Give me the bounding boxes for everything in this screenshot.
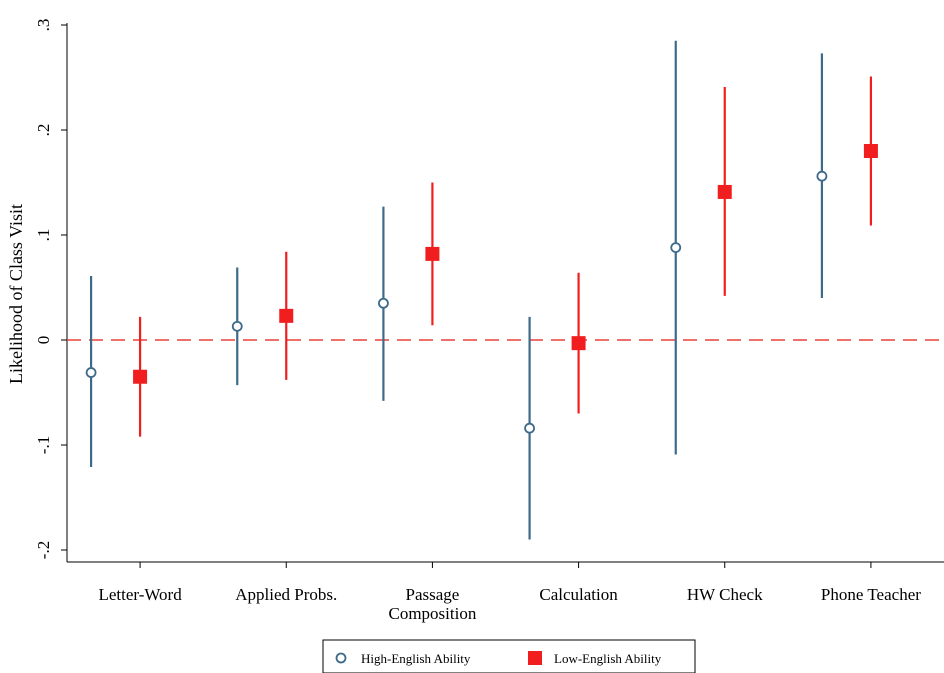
x-tick-label: HW Check xyxy=(687,585,763,604)
y-tick-label: -.2 xyxy=(34,541,53,559)
legend-marker-square xyxy=(528,651,542,665)
y-tick-label: .1 xyxy=(34,229,53,242)
x-tick-label: Phone Teacher xyxy=(821,585,921,604)
legend-label: High-English Ability xyxy=(361,651,471,666)
point-marker xyxy=(378,297,389,309)
y-tick-label: -.1 xyxy=(34,436,53,454)
x-tick-label: Letter-Word xyxy=(98,585,182,604)
x-tick-label: Passage xyxy=(406,585,460,604)
point-marker xyxy=(231,320,243,332)
legend-marker-circle xyxy=(335,652,347,664)
legend-box xyxy=(322,639,696,673)
legend-label: Low-English Ability xyxy=(554,651,662,666)
point-marker xyxy=(571,336,586,351)
point-marker xyxy=(717,184,732,199)
y-tick-label: 0 xyxy=(34,336,53,345)
point-marker xyxy=(524,422,535,434)
point-marker xyxy=(670,242,682,254)
legend: High-English Ability Low-English Ability xyxy=(322,639,696,673)
y-axis-title: Likelihood of Class Visit xyxy=(6,204,26,384)
point-marker xyxy=(816,170,828,182)
point-marker xyxy=(279,308,294,323)
point-marker xyxy=(85,367,97,378)
y-tick-label: .3 xyxy=(34,19,53,32)
point-marker xyxy=(133,369,148,384)
point-marker xyxy=(863,144,878,158)
x-tick-label: Calculation xyxy=(539,585,618,604)
y-tick-label: .2 xyxy=(34,124,53,137)
axes: -.2 -.1 0 .1 .2 .3 Letter-Word Applied Probs. Pa… xyxy=(34,19,944,623)
x-tick-label: Applied Probs. xyxy=(235,585,337,604)
x-tick-label: Composition xyxy=(388,604,476,623)
data-marks xyxy=(85,40,878,540)
point-marker xyxy=(425,246,440,261)
